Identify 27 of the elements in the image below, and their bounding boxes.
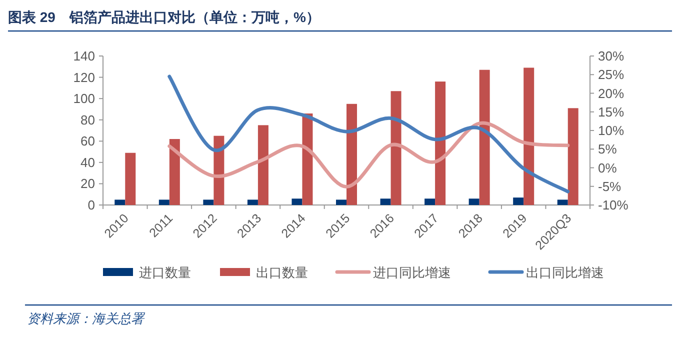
bar [513, 198, 524, 205]
bar [169, 139, 180, 205]
legend-label: 出口同比增速 [526, 265, 604, 280]
bar [468, 198, 480, 205]
bar [568, 108, 578, 205]
bar [435, 82, 446, 205]
bar [114, 200, 126, 205]
bar [479, 70, 490, 205]
bar [336, 200, 346, 205]
bar [125, 152, 136, 205]
legend-label: 出口数量 [256, 265, 308, 280]
bar [557, 200, 568, 205]
bar [524, 68, 534, 205]
annotation: 资料来源：海关总署 [27, 311, 144, 326]
bar [247, 200, 258, 205]
bar [258, 125, 268, 205]
bar [158, 200, 170, 205]
bar [346, 104, 357, 205]
bar [380, 198, 391, 205]
bar [292, 198, 302, 205]
bar [390, 91, 402, 205]
title: 图表 29 铝箔产品进出口对比（单位：万吨，%） [8, 9, 320, 25]
legend-label: 进口数量 [139, 265, 191, 280]
bar [302, 113, 313, 205]
legend-label: 进口同比增速 [373, 265, 451, 280]
bar [424, 198, 436, 205]
bar [203, 200, 214, 205]
